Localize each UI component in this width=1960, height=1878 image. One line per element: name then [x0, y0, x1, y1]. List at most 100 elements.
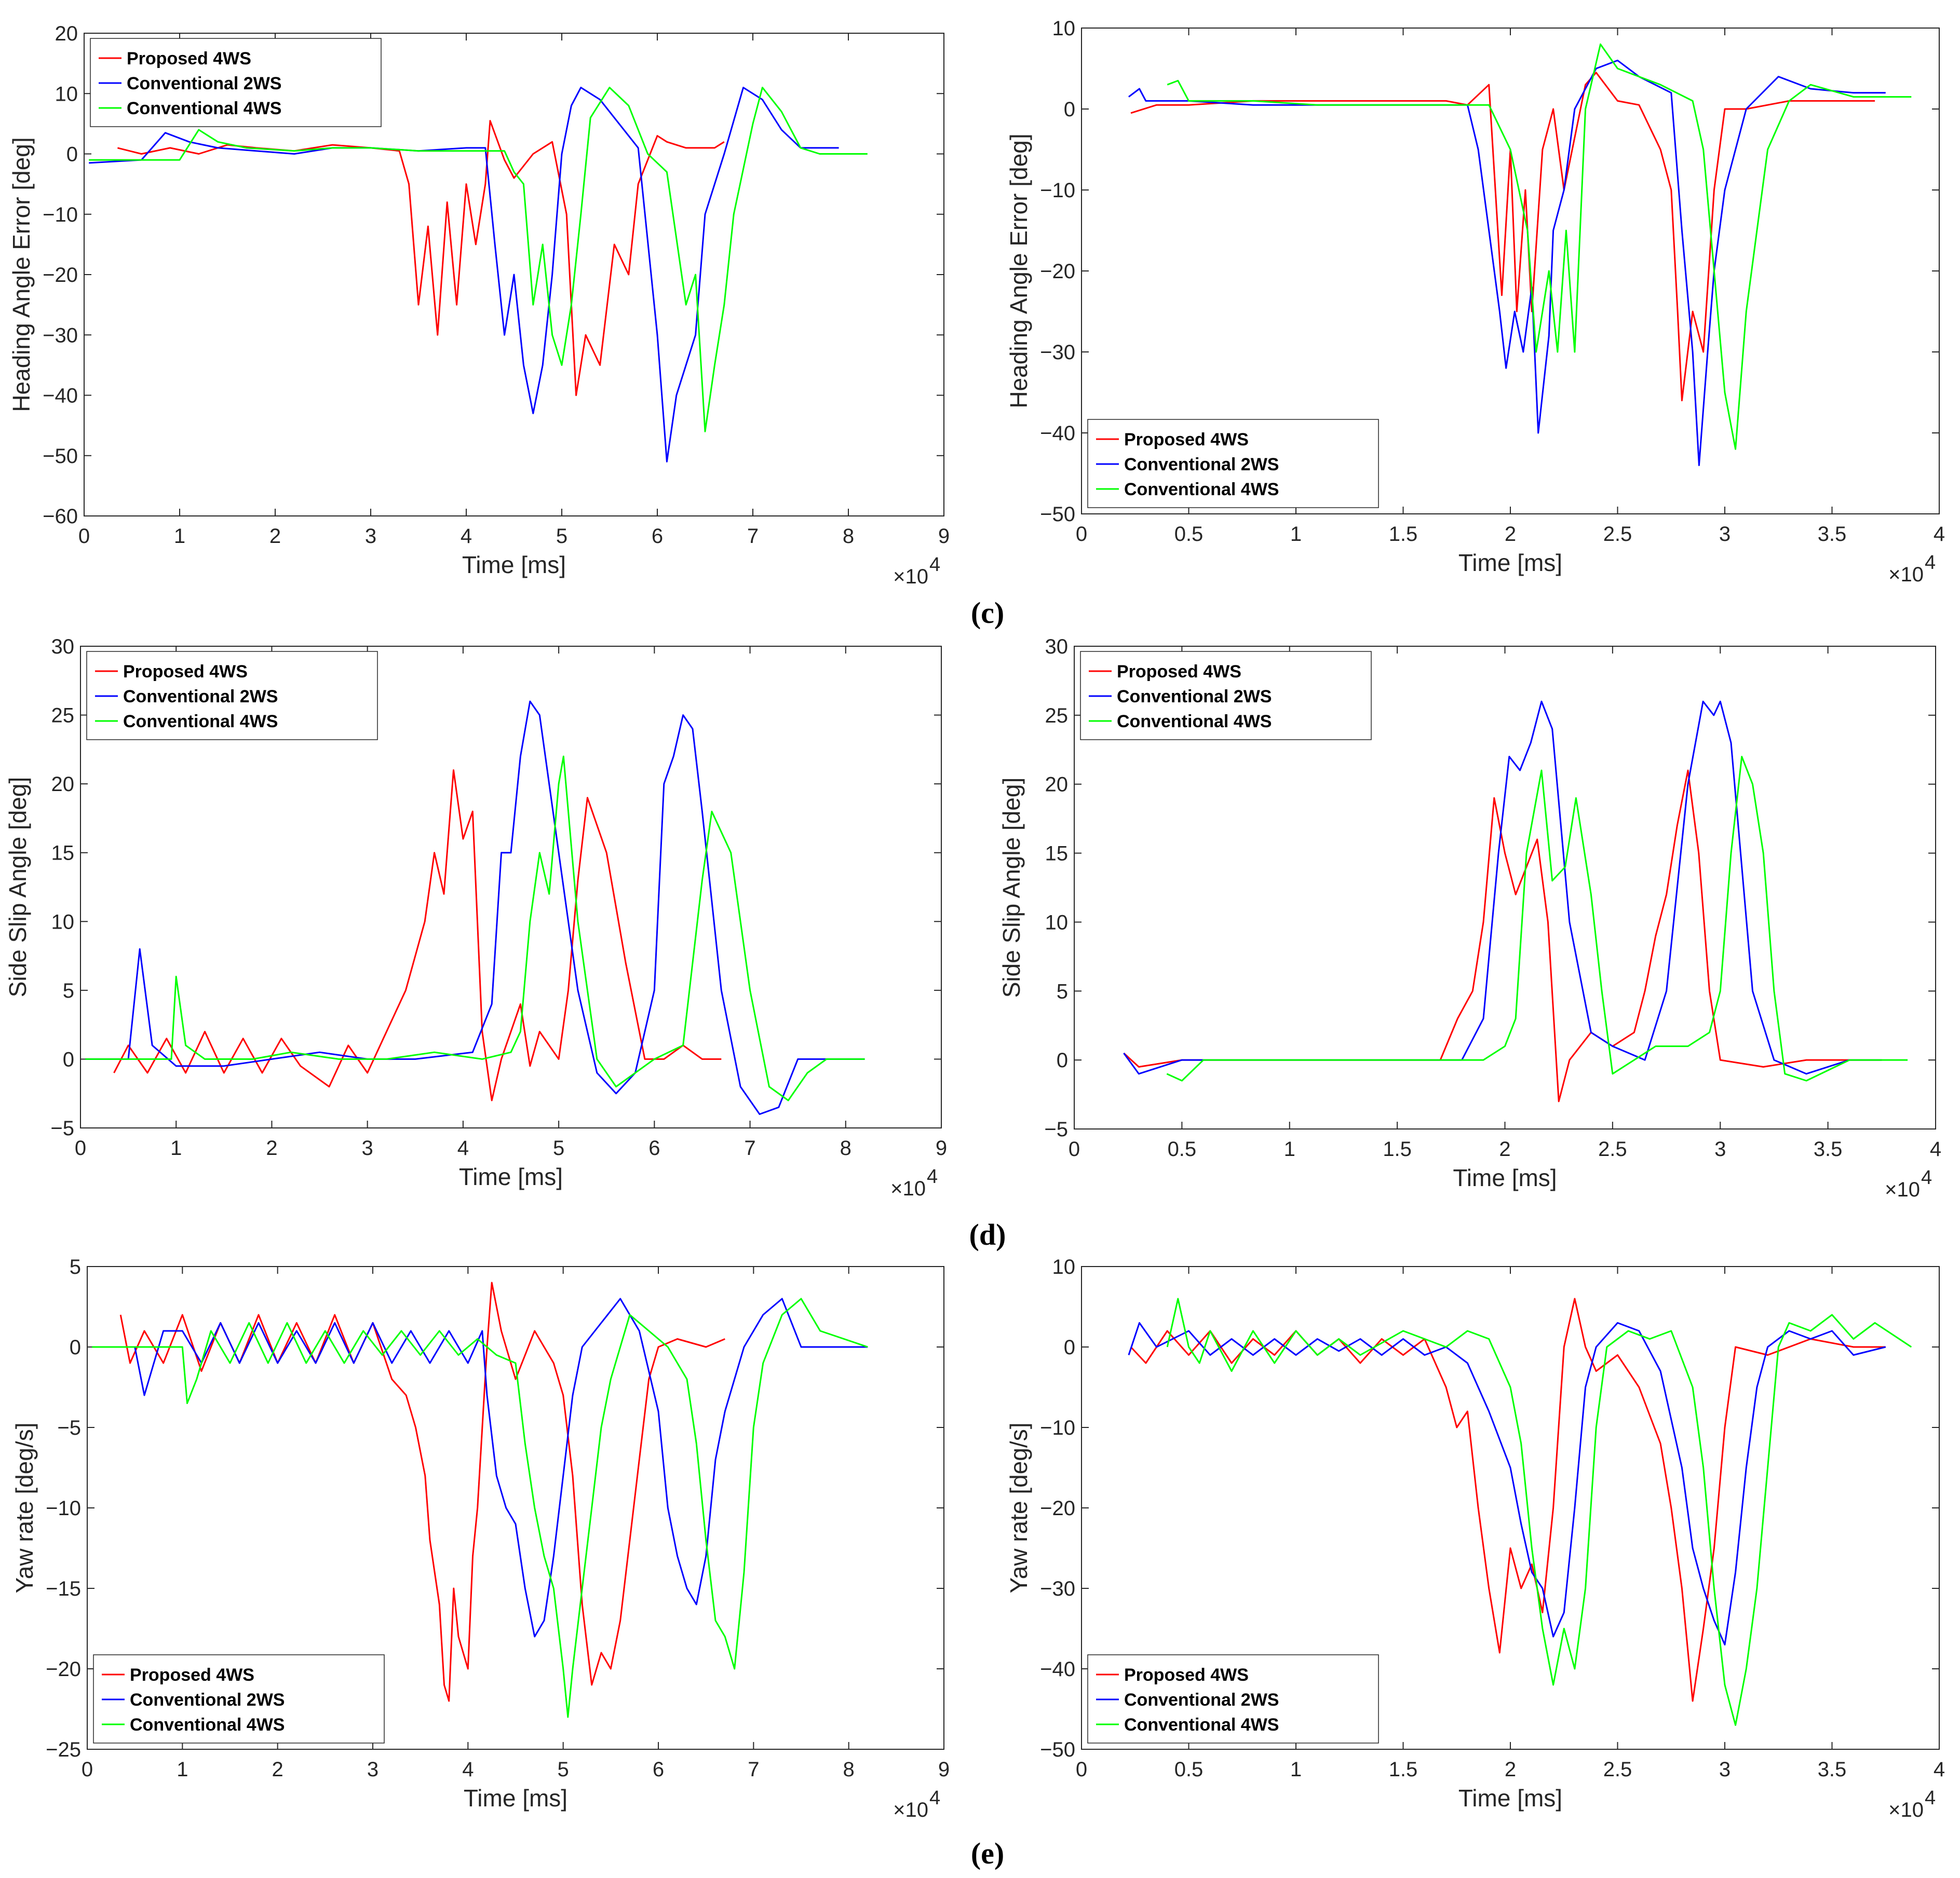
y-tick-label: 10 [55, 83, 78, 105]
y-tick-label: 5 [1057, 980, 1068, 1003]
series-group [1128, 43, 1912, 466]
y-tick-label: −40 [1040, 1658, 1075, 1681]
chart-c-right: 0 0.5 1 1.5 2 2.5 3 3.5 4 −50 −40 −30 −20 −10 0 10 Time … [1005, 17, 1945, 586]
legend-entry: Proposed 4WS [127, 49, 251, 69]
x-tick-label: 7 [744, 1137, 755, 1160]
y-tick-label: 0 [1057, 1049, 1068, 1072]
x-tick-label: 0 [1076, 523, 1087, 546]
y-tick-label: −50 [43, 445, 78, 468]
x-tick-label: 0 [78, 525, 90, 548]
series-line-conventional-2ws [85, 700, 865, 1115]
y-tick-label: 10 [1052, 17, 1076, 40]
x-tick-label: 1 [1284, 1138, 1295, 1161]
series-line-conventional-2ws [89, 87, 839, 462]
legend-entry: Conventional 2WS [130, 1690, 285, 1710]
y-tick-label: 20 [55, 22, 78, 45]
legend-entry: Conventional 4WS [1117, 712, 1272, 731]
legend-box [93, 1654, 385, 1744]
x-tick-label: 4 [1930, 1138, 1941, 1161]
x-tick-label: 4 [1934, 523, 1945, 546]
x-exponent: 4 [1925, 552, 1936, 574]
caption-d: (d) [969, 1218, 1006, 1251]
x-axis-label: Time [ms] [464, 1785, 567, 1812]
x-tick-label: 5 [553, 1137, 564, 1160]
x-tick-label: 8 [843, 1758, 855, 1781]
x-tick-label: 0 [1069, 1138, 1080, 1161]
x-tick-label: 1 [177, 1758, 188, 1781]
series-line-conventional-4ws [92, 1298, 868, 1718]
legend-entry: Conventional 4WS [130, 1715, 285, 1735]
x-tick-label: 7 [747, 525, 759, 548]
x-tick-label: 4 [457, 1137, 469, 1160]
x-tick-label: 1 [170, 1137, 182, 1160]
legend-box [1080, 651, 1372, 740]
legend-box [1087, 1654, 1379, 1744]
y-axis-label: Heading Angle Error [deg] [8, 137, 35, 412]
caption-c: (c) [971, 596, 1004, 630]
x-tick-label: 8 [843, 525, 854, 548]
legend-entry: Conventional 2WS [127, 74, 281, 93]
y-tick-label: −60 [43, 505, 78, 528]
y-tick-label: −20 [1040, 1497, 1075, 1520]
x-tick-label: 2 [1505, 1758, 1516, 1781]
x-tick-label: 5 [556, 525, 567, 548]
legend: Proposed 4WS Conventional 2WS Conventional… [86, 651, 378, 740]
x-tick-label: 9 [936, 1137, 947, 1160]
x-tick-label: 2 [1499, 1138, 1510, 1161]
chart-e-right: 0 0.5 1 1.5 2 2.5 3 3.5 4 −50 −40 −30 −20 −10 0 10 Time … [1005, 1256, 1945, 1821]
x-tick-label: 1.5 [1389, 523, 1418, 546]
series-line-conventional-2ws [92, 1298, 868, 1638]
x-axis-label: Time [ms] [1458, 1785, 1562, 1812]
y-axis-label: Yaw rate [deg/s] [1005, 1423, 1032, 1594]
x-tick-label: 2 [272, 1758, 283, 1781]
x-axis-label: Time [ms] [462, 551, 566, 578]
y-tick-label: 0 [1064, 98, 1075, 121]
x-exponent: 4 [927, 1166, 938, 1188]
legend-box [90, 38, 382, 127]
y-tick-label: −40 [1040, 422, 1075, 445]
x-tick-label: 0 [75, 1137, 86, 1160]
series-line-conventional-4ws [85, 755, 865, 1101]
x-exponent: 4 [1925, 1787, 1936, 1809]
x-tick-label: 0.5 [1168, 1138, 1197, 1161]
y-tick-label: −5 [1044, 1118, 1068, 1141]
series-line-conventional-4ws [1167, 43, 1912, 450]
x-tick-label: 3 [362, 1137, 373, 1160]
x-tick-label: 0.5 [1174, 1758, 1204, 1781]
x-tick-label: 3 [1719, 1758, 1731, 1781]
y-axis-label: Heading Angle Error [deg] [1005, 133, 1032, 408]
y-tick-label: 30 [51, 635, 75, 658]
legend-entry: Conventional 2WS [1117, 687, 1272, 706]
x-tick-label: 7 [748, 1758, 759, 1781]
y-tick-label: −15 [46, 1577, 81, 1600]
legend: Proposed 4WS Conventional 2WS Conventional… [93, 1654, 385, 1744]
y-tick-label: −10 [46, 1497, 81, 1520]
legend-entry: Conventional 2WS [1124, 1690, 1279, 1710]
legend-entry: Proposed 4WS [130, 1665, 254, 1685]
series-line-conventional-4ws [1166, 756, 1908, 1082]
y-tick-label: 5 [63, 979, 74, 1002]
series-line-conventional-4ws [89, 87, 868, 432]
x-tick-label: 1 [1290, 1758, 1302, 1781]
y-tick-label: 20 [51, 773, 75, 796]
y-tick-label: −5 [50, 1117, 74, 1140]
x-tick-label: 9 [938, 1758, 950, 1781]
x-tick-label: 4 [462, 1758, 474, 1781]
y-tick-label: 20 [1045, 773, 1069, 796]
legend-entry: Conventional 4WS [127, 99, 281, 118]
legend: Proposed 4WS Conventional 2WS Conventional… [1087, 1654, 1379, 1744]
x-tick-label: 3 [1719, 523, 1731, 546]
series-group [85, 700, 865, 1115]
x-tick-label: 3.5 [1814, 1138, 1843, 1161]
y-tick-label: 15 [51, 842, 75, 865]
x-tick-label: 0 [1076, 1758, 1087, 1781]
y-tick-label: 0 [1064, 1336, 1075, 1359]
series-line-proposed-4ws [119, 1282, 725, 1702]
x-exponent: 4 [929, 554, 940, 576]
legend-entry: Proposed 4WS [1124, 1665, 1249, 1685]
x-tick-label: 1.5 [1383, 1138, 1412, 1161]
y-tick-label: 15 [1045, 842, 1069, 865]
x-tick-label: 1.5 [1389, 1758, 1418, 1781]
